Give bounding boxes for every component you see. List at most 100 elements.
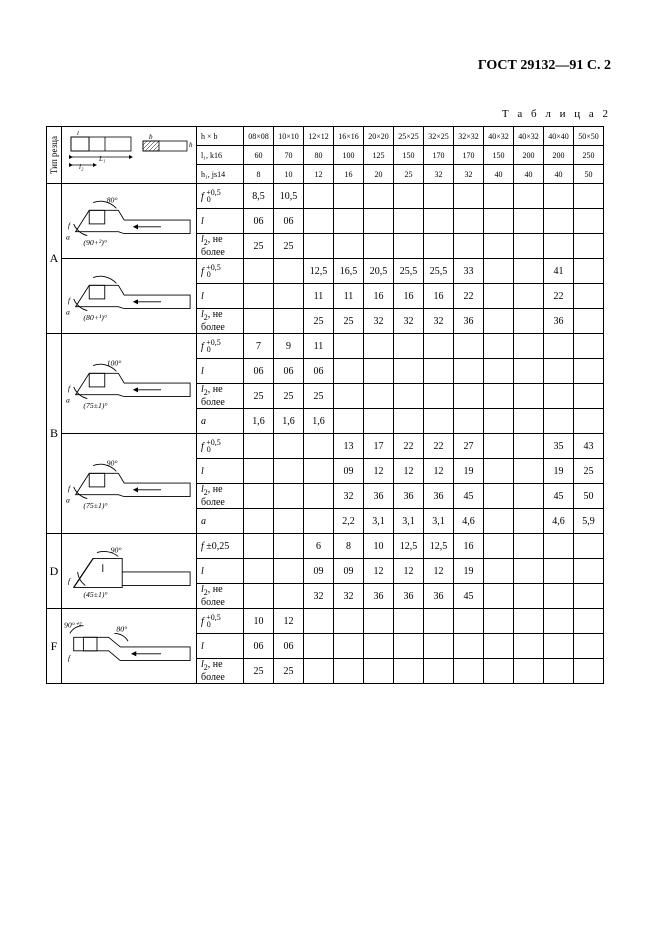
data-cell [544,334,574,359]
data-cell: 25 [574,459,604,484]
data-cell [364,384,394,409]
param-label: f +0,50 [197,334,244,359]
data-cell: 25,5 [424,259,454,284]
svg-text:100°: 100° [107,358,122,367]
data-cell: 36 [394,484,424,509]
data-cell: 25 [274,234,304,259]
param-label: l2, не более [197,584,244,609]
data-cell [574,259,604,284]
data-cell [274,509,304,534]
data-cell [304,634,334,659]
data-cell [334,359,364,384]
data-cell: 09 [334,459,364,484]
data-cell [454,234,484,259]
data-cell [244,284,274,309]
data-cell [274,259,304,284]
data-cell: 11 [334,284,364,309]
data-cell: 7 [244,334,274,359]
diagram-cell: 90° (75±1)° f a [62,434,197,534]
data-cell [574,384,604,409]
data-cell: 16 [394,284,424,309]
data-cell [394,359,424,384]
data-cell: 06 [304,359,334,384]
data-cell [484,184,514,209]
table-row: D 90° (45±1)° ff ±0,25681012,512,516 [47,534,604,559]
data-cell: 45 [454,584,484,609]
data-cell: 12 [394,459,424,484]
data-cell [394,659,424,684]
data-cell [484,434,514,459]
param-label: a [197,409,244,434]
data-cell: 12 [364,459,394,484]
data-cell [274,434,304,459]
data-cell: 19 [454,459,484,484]
data-cell [364,609,394,634]
data-cell: 09 [334,559,364,584]
svg-text:f: f [68,483,72,492]
data-cell [574,659,604,684]
data-cell [574,359,604,384]
svg-text:a: a [66,395,70,404]
data-cell [544,184,574,209]
data-cell [514,459,544,484]
data-cell: 11 [304,334,334,359]
data-cell [274,559,304,584]
data-cell: 32 [394,309,424,334]
data-cell [484,584,514,609]
data-cell [544,659,574,684]
data-cell [334,334,364,359]
data-cell: 33 [454,259,484,284]
data-cell: 06 [244,359,274,384]
data-cell: 36 [454,309,484,334]
svg-text:80°: 80° [116,624,127,633]
data-cell [274,534,304,559]
data-cell [424,209,454,234]
data-cell [454,609,484,634]
data-cell [454,409,484,434]
diagram-cell: 80° (90+²)° f a [62,184,197,259]
param-label: l [197,284,244,309]
data-cell [424,234,454,259]
data-cell [484,334,514,359]
data-cell [484,559,514,584]
data-cell: 1,6 [274,409,304,434]
diagram-cell: (80+¹)° f a [62,259,197,334]
data-cell: 1,6 [244,409,274,434]
svg-text:a: a [66,307,70,316]
data-cell [424,384,454,409]
data-cell: 12 [364,559,394,584]
data-cell [244,309,274,334]
data-cell: 16,5 [334,259,364,284]
data-cell: 19 [454,559,484,584]
data-cell: 50 [574,484,604,509]
data-cell: 25 [274,384,304,409]
param-label: f ±0,25 [197,534,244,559]
svg-text:f: f [68,383,72,392]
type-label: F [47,609,62,684]
svg-text:80°: 80° [107,196,118,205]
data-cell [484,284,514,309]
data-cell [574,409,604,434]
data-cell [304,609,334,634]
data-cell: 36 [364,584,394,609]
param-label: a [197,509,244,534]
data-cell: 06 [244,634,274,659]
data-cell [244,434,274,459]
data-cell [244,534,274,559]
data-cell [574,634,604,659]
header-hb-label: h × b [197,127,244,146]
data-cell [544,559,574,584]
main-table: Тип резца [46,126,604,684]
data-cell [244,509,274,534]
data-cell [574,309,604,334]
page-header: ГОСТ 29132—91 С. 2 [478,58,611,74]
data-cell [514,659,544,684]
svg-text:(90+²)°: (90+²)° [83,238,107,247]
data-cell [334,184,364,209]
type-label: B [47,334,62,534]
data-cell: 12,5 [394,534,424,559]
svg-text:f: f [68,577,72,586]
data-cell: 4,6 [454,509,484,534]
data-cell [244,259,274,284]
param-label: l [197,634,244,659]
